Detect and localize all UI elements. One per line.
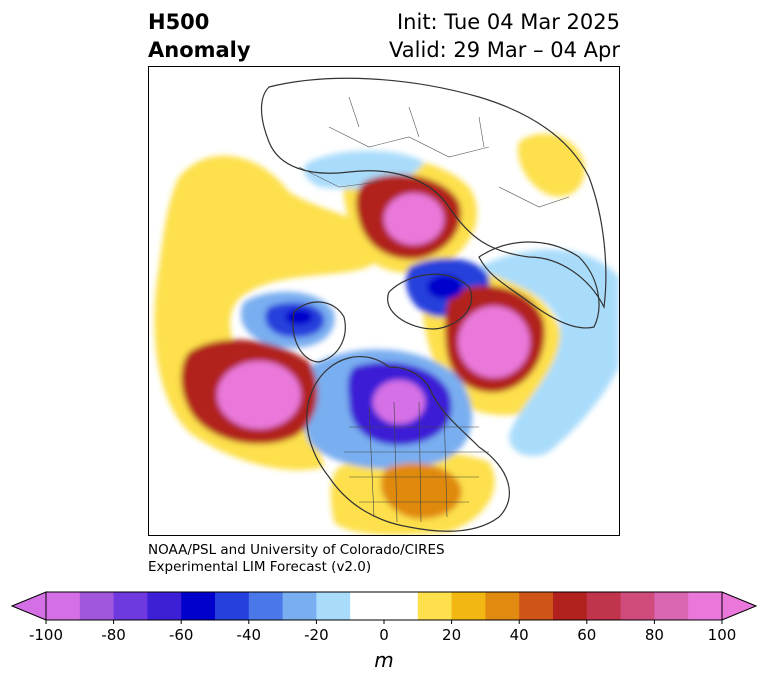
colorbar-tick-label-row: -100 -80 -60 -40 -20 0 20 40 60 80 100 [0,626,768,646]
valid-date: Valid: 29 Mar – 04 Apr [389,38,620,62]
colorbar-segment [654,592,689,620]
colorbar-tick-label: -60 [168,626,194,644]
anomaly-min-greenland [427,275,463,299]
map-outlines [260,77,607,532]
colorbar-segment [215,592,250,620]
coastline-eurasia [260,77,607,310]
coastline-alaska [292,301,346,363]
colorbar-under-arrow [10,591,47,621]
title-variable: H500 [148,10,210,34]
colorbar-tick-label: 100 [707,626,737,644]
anomaly-max-pacific [217,361,301,429]
colorbar [10,591,758,624]
anomaly-field [154,133,619,535]
credit-line-1: NOAA/PSL and University of Colorado/CIRE… [148,542,445,558]
map-panel [148,66,620,536]
colorbar-tick-label: -80 [101,626,126,644]
colorbar-tick-label: 40 [509,626,529,644]
colorbar-tick-label: 20 [442,626,462,644]
anomaly-max-atlantic [458,306,530,378]
anomaly-min-kamchatka [285,309,313,325]
colorbar-segment [282,592,317,620]
colorbar-segment [451,592,486,620]
colorbar-segment [688,592,723,620]
colorbar-segment [417,592,453,620]
init-date: Init: Tue 04 Mar 2025 [396,10,620,34]
colorbar-segments [46,592,723,620]
colorbar-segment [553,592,588,620]
colorbar-tick-labels [45,620,723,624]
anomaly-min-eastern-na [373,380,425,424]
colorbar-over-arrow [721,591,758,621]
colorbar-tick-label: 80 [644,626,664,644]
anomaly-max-arctic [384,193,444,245]
colorbar-tick-label: -100 [28,626,64,644]
title-block: H500 Anomaly [148,8,251,64]
anomaly-map [154,77,619,535]
colorbar-segment [350,592,419,620]
country-borders [298,96,570,208]
credit-line-2: Experimental LIM Forecast (v2.0) [148,559,372,575]
colorbar-segment [586,592,622,620]
colorbar-segment [485,592,520,620]
colorbar-segment [316,592,351,620]
colorbar-tick-label: -40 [236,626,262,644]
colorbar-segment [620,592,655,620]
coastline-greenland [387,273,473,330]
anomaly-pos-europe-ne [518,133,585,197]
coastline-europe [478,241,600,329]
colorbar-segment [79,592,115,620]
colorbar-unit-label: m [374,648,394,672]
colorbar-tick-label: 0 [379,626,389,644]
colorbar-segment [113,592,148,620]
colorbar-segment [519,592,554,620]
colorbar-segment [248,592,284,620]
date-block: Init: Tue 04 Mar 2025 Valid: 29 Mar – 04… [389,8,620,64]
colorbar-segment [181,592,216,620]
anomaly-neg-light-northeast [479,249,619,457]
colorbar-tick-label: -20 [304,626,329,644]
colorbar-segment [46,592,81,620]
title-field: Anomaly [148,38,251,62]
colorbar-tick-label: 60 [577,626,597,644]
state-borders [344,401,489,523]
credit-block: NOAA/PSL and University of Colorado/CIRE… [148,542,445,576]
coastline-north-america [306,356,510,532]
colorbar-segment [147,592,182,620]
